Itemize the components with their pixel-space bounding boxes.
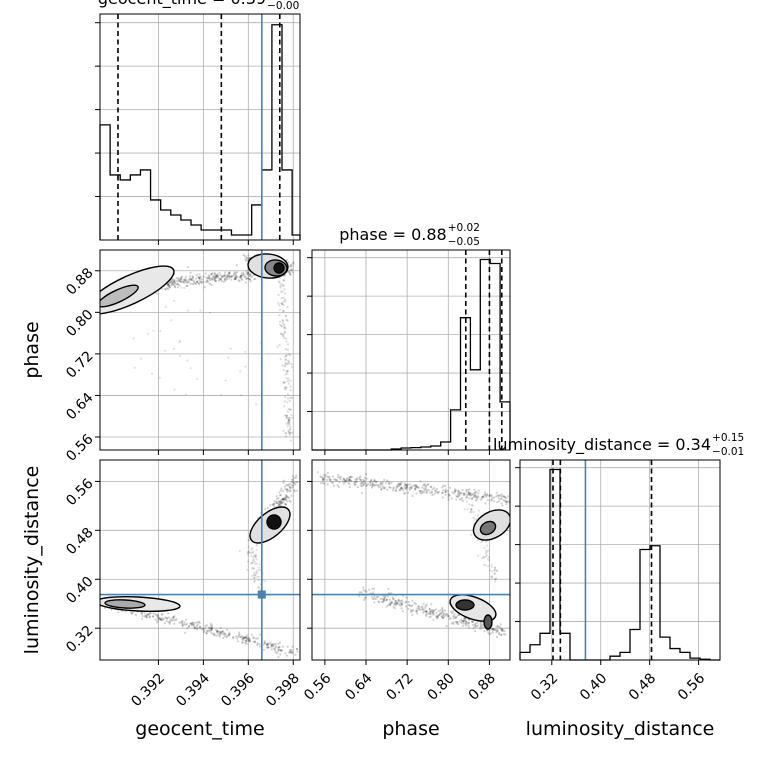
sample-cloud (102, 474, 299, 659)
y-tick-label: 0.48 (63, 525, 96, 558)
title-main: geocent_time = 0.39 (98, 0, 266, 9)
y-tick-label: 0.56 (63, 476, 96, 509)
x-axis-label-phase: phase (382, 718, 439, 740)
panel-2d-phase-luminosity_distance (307, 459, 511, 665)
labels-layer: geocent_time = 0.39+0.00−0.00 phase = 0.8… (21, 0, 744, 740)
x-tick-label: 0.392 (128, 670, 168, 710)
density-contours (100, 253, 289, 315)
panel-frame (311, 459, 511, 661)
x-tick-label: 0.394 (173, 670, 213, 710)
panel-frame (99, 459, 301, 661)
y-tick-label: 0.32 (63, 623, 96, 656)
x-tick-label: 0.64 (342, 670, 375, 703)
y-tick-label: 0.56 (63, 431, 96, 464)
histogram-phase (312, 258, 511, 451)
panel-frame (519, 459, 721, 661)
x-tick-label: 0.398 (263, 670, 303, 710)
x-axis-label-geocent_time: geocent_time (135, 718, 264, 740)
title-minus: −0.01 (712, 446, 744, 458)
x-tick-label: 0.56 (301, 670, 334, 703)
y-tick-label: 0.40 (63, 574, 96, 607)
truth-marker (257, 590, 266, 599)
panel-2d-geocent_time-phase (95, 249, 301, 455)
diag-panel-geocent_time (95, 13, 301, 245)
y-axis-label-luminosity_distance: luminosity_distance (21, 466, 43, 655)
x-tick-label: 0.32 (528, 670, 561, 703)
x-tick-label: 0.40 (577, 670, 610, 703)
diag-panel-phase (307, 249, 511, 455)
y-tick-label: 0.80 (63, 307, 96, 340)
title-plus: +0.15 (712, 432, 744, 444)
title-plus: +0.02 (448, 222, 480, 234)
panel-frame (311, 249, 511, 451)
panel-2d-geocent_time-luminosity_distance (95, 459, 301, 665)
y-axis-label-phase: phase (21, 321, 43, 378)
title-luminosity_distance: luminosity_distance = 0.34 +0.15 −0.01 (493, 432, 744, 458)
diag-panel-luminosity_distance (515, 459, 721, 665)
y-tick-label: 0.88 (63, 265, 96, 298)
y-tick-label: 0.64 (63, 390, 96, 423)
panels-layer (95, 13, 721, 665)
title-minus: −0.05 (448, 236, 480, 248)
x-tick-label: 0.48 (626, 670, 659, 703)
x-tick-label: 0.56 (675, 670, 708, 703)
panel-frame (99, 13, 301, 241)
title-phase: phase = 0.88 +0.02 −0.05 (339, 222, 480, 248)
histogram-geocent_time (99, 24, 301, 240)
title-geocent_time: geocent_time = 0.39+0.00−0.00 (98, 0, 299, 12)
histogram-luminosity_distance (519, 468, 720, 661)
y-tick-label: 0.72 (63, 348, 96, 381)
x-tick-label: 0.396 (218, 670, 258, 710)
x-tick-label: 0.88 (466, 670, 499, 703)
title-main: luminosity_distance = 0.34 (493, 435, 711, 455)
x-tick-label: 0.72 (383, 670, 416, 703)
density-contours (100, 506, 291, 613)
panel-frame (99, 249, 301, 451)
title-main: phase = 0.88 (339, 225, 446, 244)
x-axis-label-luminosity_distance: luminosity_distance (526, 718, 715, 740)
x-tick-label: 0.80 (425, 670, 458, 703)
title-minus: −0.00 (267, 0, 299, 12)
density-contours (449, 509, 510, 630)
